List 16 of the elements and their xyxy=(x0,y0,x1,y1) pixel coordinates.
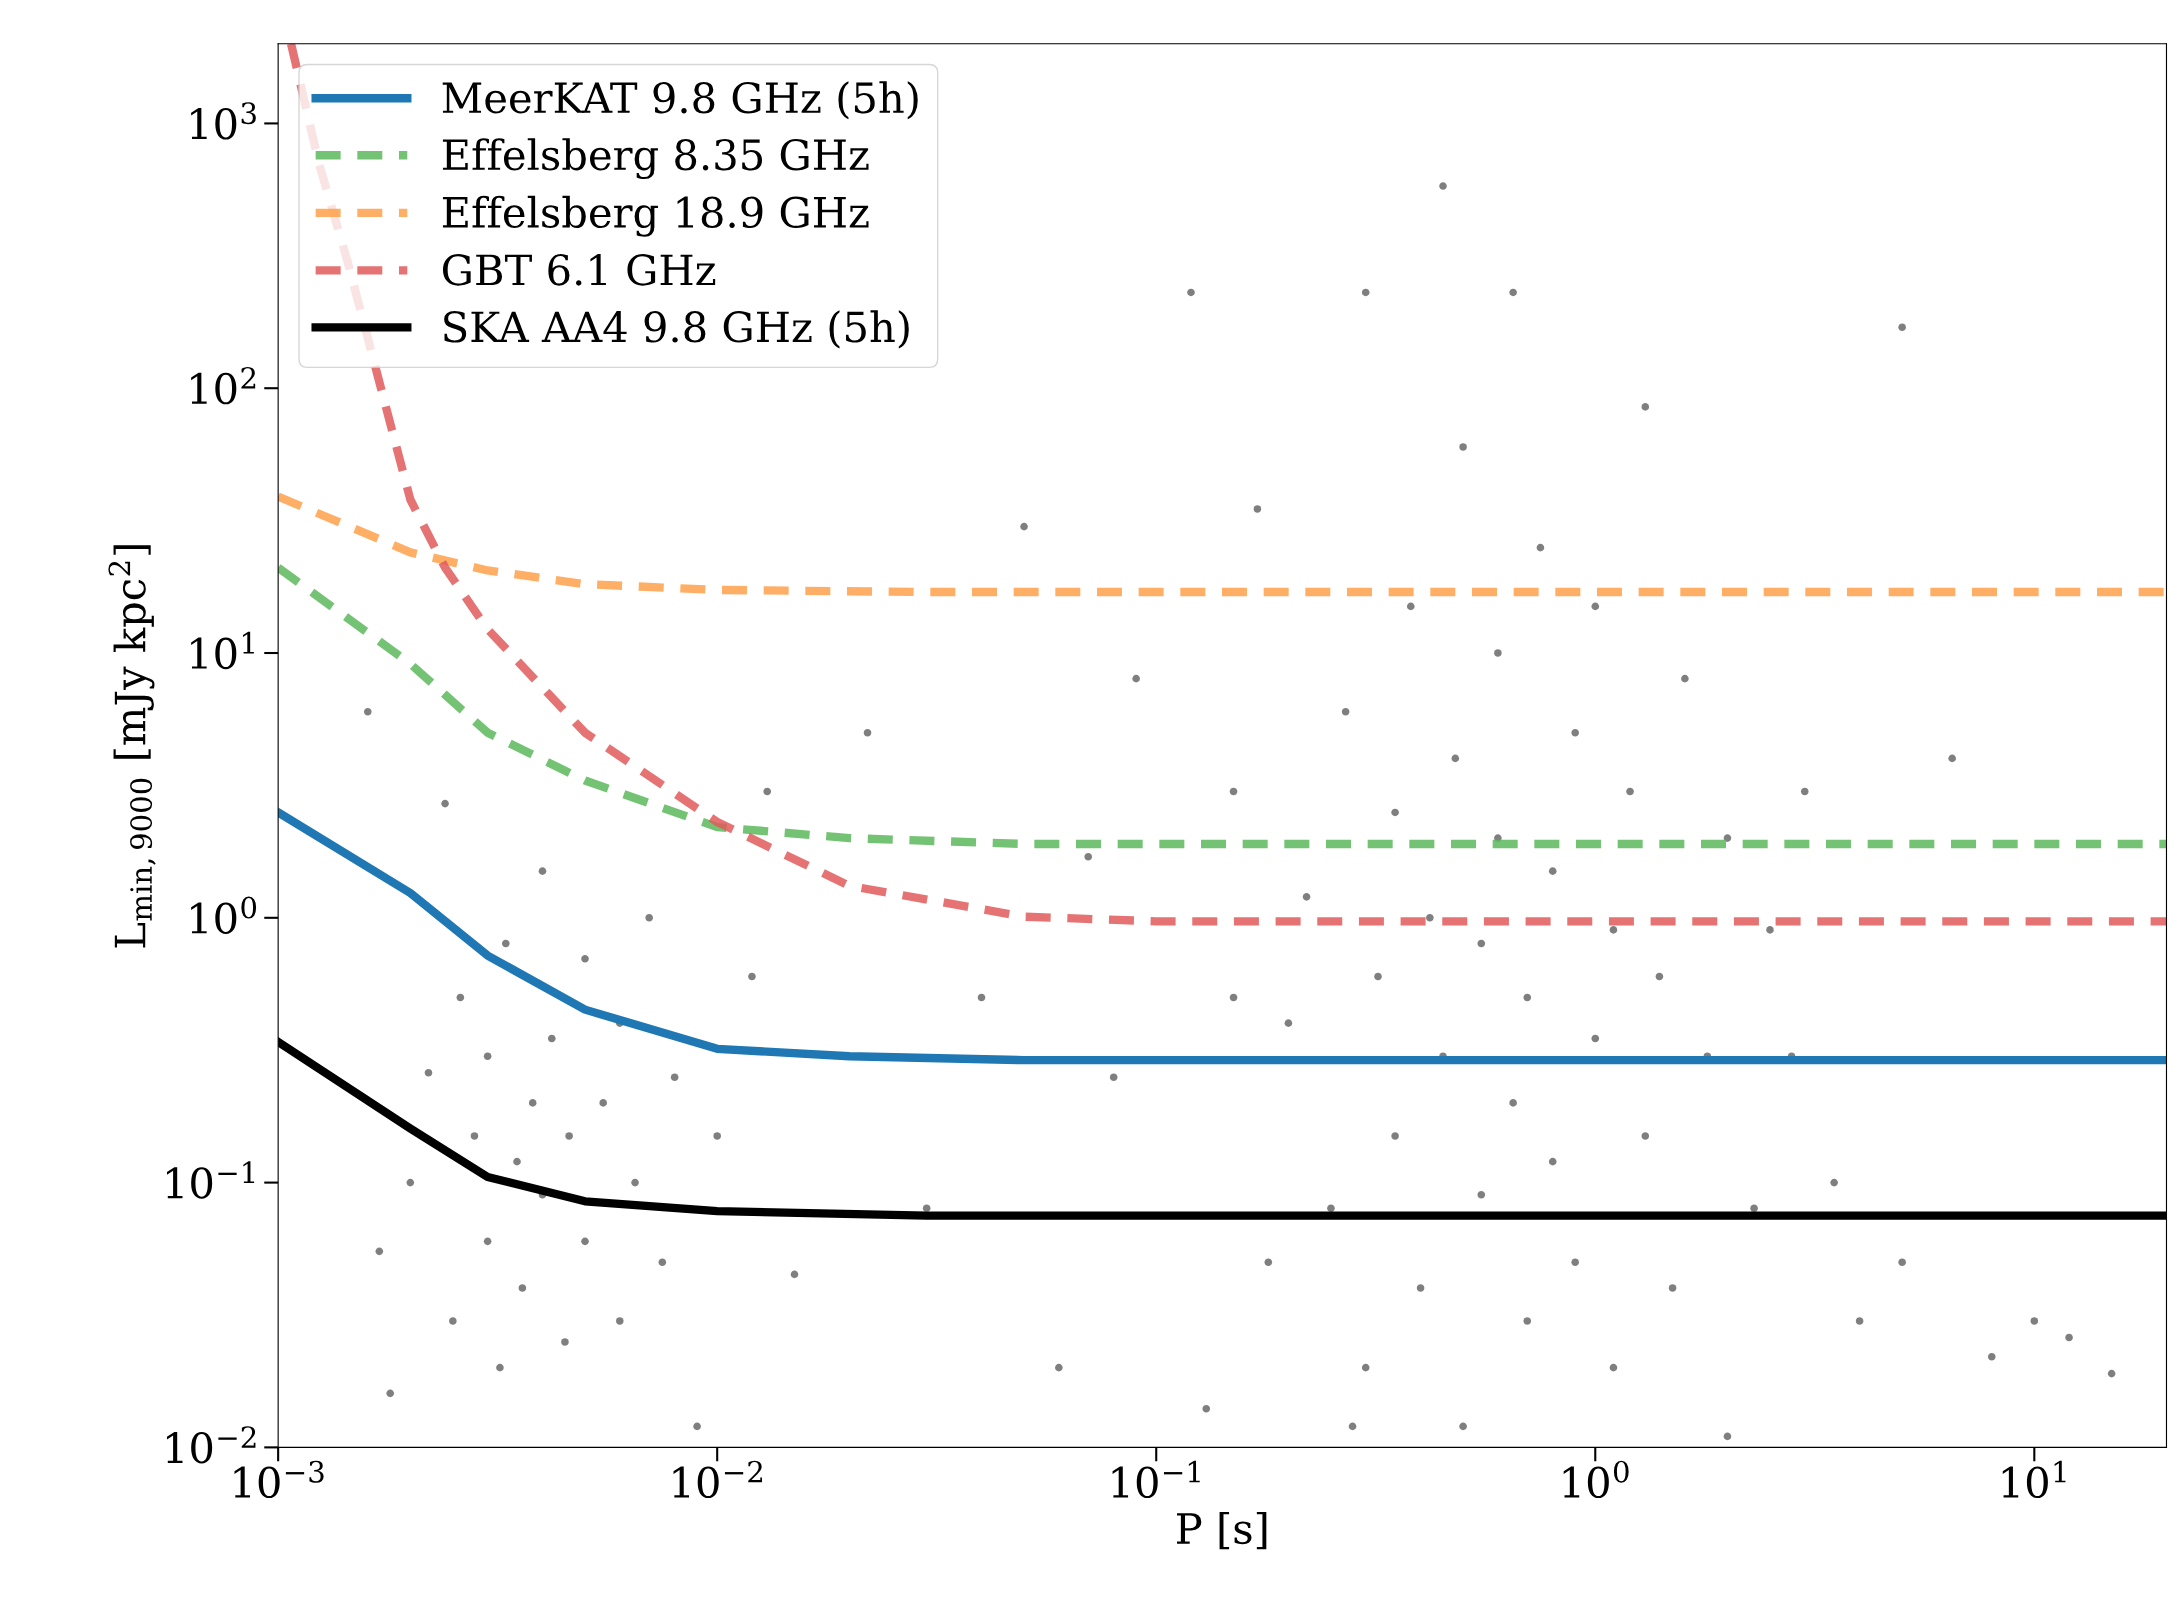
y-tick-label: 10$^{3}$ xyxy=(191,102,256,140)
x-tick-label: 10$^{0}$ xyxy=(1563,1460,1629,1499)
y-tick-label: 10$^{2}$ xyxy=(191,366,256,405)
y-tick-label: 10$^{1}$ xyxy=(191,631,254,670)
x-tick-label: 10$^{−2}$ xyxy=(673,1460,762,1499)
x-tick-label: 10$^{−1}$ xyxy=(1112,1460,1200,1499)
y-tick-label: 10$^{−1}$ xyxy=(166,1161,255,1199)
y-tick-label: 10$^{0}$ xyxy=(191,896,257,934)
x-axis-title: P [s] xyxy=(1177,1512,1267,1550)
legend-label: Effelsberg 8.35 GHz xyxy=(442,138,869,180)
legend-label: GBT 6.1 GHz xyxy=(442,254,716,286)
y-axis-title: L$_{min,9000}$ [mJy kpc$^{2}$] xyxy=(108,545,156,948)
legend-label: MeerKAT 9.8 GHz (5h) xyxy=(442,81,918,120)
legend-label: Effelsberg 18.9 GHz xyxy=(442,195,869,237)
legend-label: SKA AA4 9.8 GHz (5h) xyxy=(444,310,909,349)
x-tick-label: 10$^{1}$ xyxy=(2002,1460,2066,1499)
